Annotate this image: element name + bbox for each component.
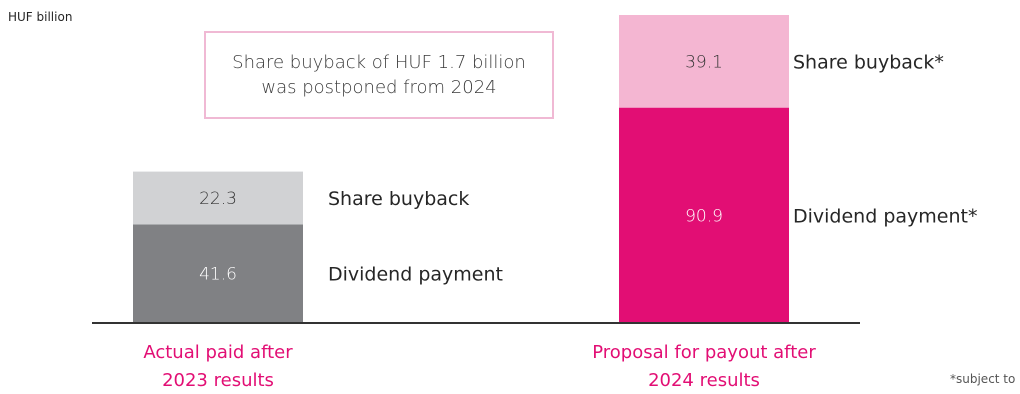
category-label-2-line-1: Proposal for payout after <box>592 342 816 363</box>
series-label-buyback-2: Share buyback* <box>793 51 944 73</box>
data-label-dividend-1: 41.6 <box>199 265 237 285</box>
footnote: *subject to <box>950 372 1016 386</box>
series-label-dividend-2: Dividend payment* <box>793 205 977 227</box>
series-label-buyback-1: Share buyback <box>328 188 469 210</box>
bar-buyback-1 <box>133 171 303 225</box>
bar-buyback-2 <box>619 15 789 108</box>
category-label-1-line-1: Actual paid after <box>143 342 293 363</box>
data-label-buyback-1: 22.3 <box>199 189 237 209</box>
bar-dividend-2 <box>619 107 789 323</box>
callout-box: Share buyback of HUF 1.7 billion was pos… <box>204 31 554 119</box>
unit-label: HUF billion <box>8 10 73 24</box>
category-label-1-line-2: 2023 results <box>162 370 274 391</box>
bar-dividend-1 <box>133 224 303 323</box>
data-label-buyback-2: 39.1 <box>685 52 723 72</box>
callout-text: Share buyback of HUF 1.7 billion was pos… <box>232 52 526 98</box>
category-label-2-line-2: 2024 results <box>648 370 760 391</box>
series-label-dividend-1: Dividend payment <box>328 264 503 286</box>
data-label-dividend-2: 90.9 <box>685 206 723 226</box>
